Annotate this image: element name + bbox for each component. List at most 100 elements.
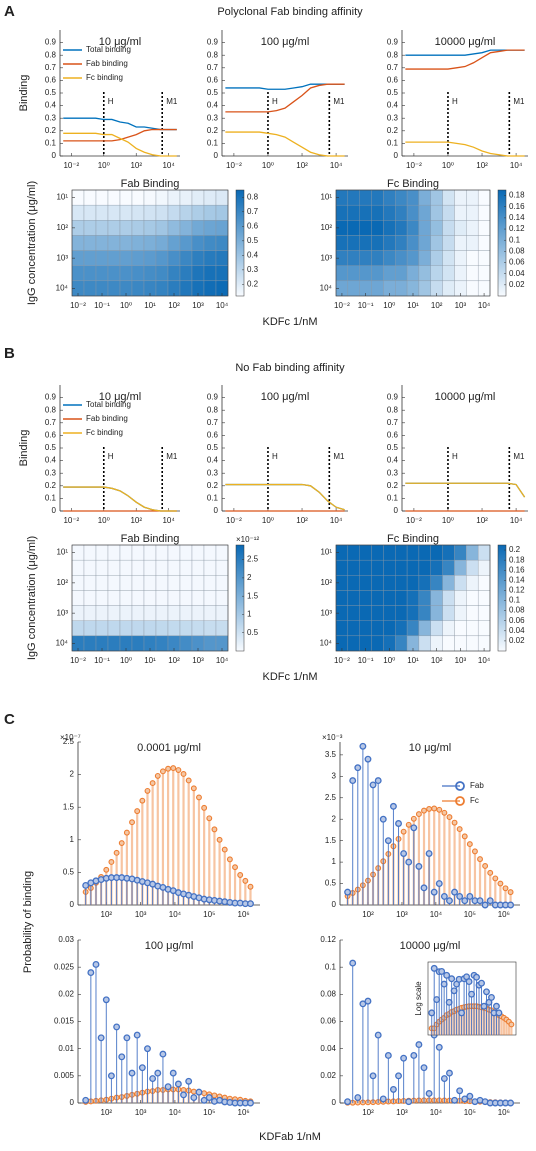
colorbar-tick-label: 0.4 — [247, 250, 259, 259]
stem-marker — [421, 807, 427, 814]
fc-stem — [482, 863, 489, 905]
stem-marker — [448, 975, 456, 983]
x-tick-label: 10⁻² — [70, 656, 86, 665]
colorbar-tick-label: 0.6 — [247, 221, 259, 230]
fab-stem — [430, 888, 438, 905]
x-tick-label: 10² — [101, 910, 113, 919]
heatmap-cell — [418, 280, 431, 297]
heatmap-cell — [215, 559, 229, 576]
inset-label: Log scale — [414, 981, 423, 1016]
heatmap-cell — [167, 220, 181, 236]
fab-stem — [159, 883, 167, 905]
heatmap-cell — [371, 590, 384, 606]
stem-marker — [471, 848, 478, 855]
x-tick-label: 10² — [431, 656, 443, 665]
reference-label: M1 — [333, 452, 345, 461]
x-tick-label: 10² — [101, 1108, 113, 1117]
heatmap-cell — [215, 189, 229, 206]
fab-stem — [354, 1094, 362, 1103]
heatmap-cell — [167, 559, 181, 576]
heatmap-cell — [442, 265, 455, 282]
x-tick-label: 10³ — [396, 1108, 408, 1117]
heatmap-cell — [179, 204, 193, 221]
heatmap-cell — [107, 265, 121, 282]
heatmap-cell — [454, 235, 467, 251]
y-tick-label: 0.12 — [320, 935, 336, 944]
x-tick-label: 10⁻² — [334, 656, 350, 665]
line-series — [225, 83, 345, 113]
fab-stem — [369, 781, 377, 905]
fab-stem — [369, 1072, 377, 1103]
x-tick-label: 10⁶ — [498, 1108, 510, 1117]
colorbar-tick-label: 2.5 — [247, 555, 259, 564]
heatmap-cell — [167, 204, 181, 221]
y-tick-label: 10³ — [320, 608, 332, 617]
chart-title: Fc Binding — [387, 178, 439, 190]
heatmap-cell — [395, 590, 408, 606]
y-tick-label: 10¹ — [320, 193, 332, 202]
fab-stem — [344, 888, 352, 905]
reference-label: H — [452, 452, 458, 461]
stem-marker — [415, 862, 423, 870]
fab-stem — [420, 884, 428, 905]
fab-stem — [410, 1052, 418, 1103]
colorbar-tick-label: 0.8 — [247, 192, 259, 201]
line-series — [63, 486, 177, 512]
heatmap-cell — [477, 204, 491, 221]
x-tick-label: 10⁴ — [169, 910, 182, 919]
fc-stem — [461, 833, 468, 905]
heatmap-cell — [179, 620, 193, 637]
y-tick-label: 0.9 — [387, 393, 399, 402]
stem-marker — [359, 742, 367, 750]
fab-stem — [113, 1023, 121, 1103]
heatmap-cell — [454, 544, 467, 561]
stem-marker — [456, 1087, 464, 1095]
heatmap-cell — [179, 280, 193, 297]
stem-marker — [502, 885, 509, 892]
fc-stem — [180, 770, 187, 905]
heatmap-cell — [359, 590, 372, 606]
fc-stem — [471, 848, 478, 905]
heatmap-cell — [95, 235, 109, 251]
stem-marker — [483, 988, 490, 996]
stem-marker — [384, 837, 392, 845]
colorbar-tick-label: 0.04 — [509, 626, 525, 635]
heatmap-cell — [418, 605, 431, 621]
y-tick-label: 0.06 — [320, 1017, 336, 1026]
heatmap-cell — [442, 280, 455, 297]
stem-marker — [436, 806, 443, 813]
stem-marker — [129, 819, 135, 826]
heatmap-cell — [335, 235, 349, 251]
heatmap-cell — [466, 265, 479, 282]
heatmap-cell — [107, 575, 121, 591]
line-series — [405, 49, 525, 70]
y-tick-label: 0.3 — [207, 113, 219, 122]
stem-marker — [507, 889, 514, 896]
x-tick-label: 10⁶ — [238, 1108, 250, 1117]
heatmap-cell — [167, 250, 181, 266]
heatmap-cell — [347, 280, 360, 297]
heatmap-cell — [466, 635, 479, 652]
x-tick-label: 10³ — [135, 910, 147, 919]
colorbar-tick-label: 0.1 — [509, 235, 521, 244]
fab-stem — [102, 996, 110, 1103]
chart-title: 10 μg/ml — [99, 391, 141, 403]
stem-marker — [420, 1064, 428, 1072]
fab-stem — [468, 990, 476, 1035]
y-tick-label: 0 — [214, 506, 219, 515]
heatmap-cell — [215, 250, 229, 266]
fab-stem — [180, 1091, 187, 1103]
stem-marker — [478, 979, 485, 987]
fab-stem — [461, 897, 469, 905]
x-tick-label: 10⁻¹ — [94, 301, 110, 310]
stem-marker — [190, 1088, 197, 1095]
heatmap-cell — [406, 544, 420, 561]
fc-stem — [441, 809, 448, 905]
heatmap-cell — [371, 575, 384, 591]
reference-label: M1 — [166, 97, 178, 106]
y-tick-label: 0.2 — [207, 126, 219, 135]
stem-marker — [133, 1031, 141, 1039]
heatmap-cell — [203, 235, 217, 251]
heatmap-cell — [155, 559, 169, 576]
heatmap-cell — [454, 590, 467, 606]
